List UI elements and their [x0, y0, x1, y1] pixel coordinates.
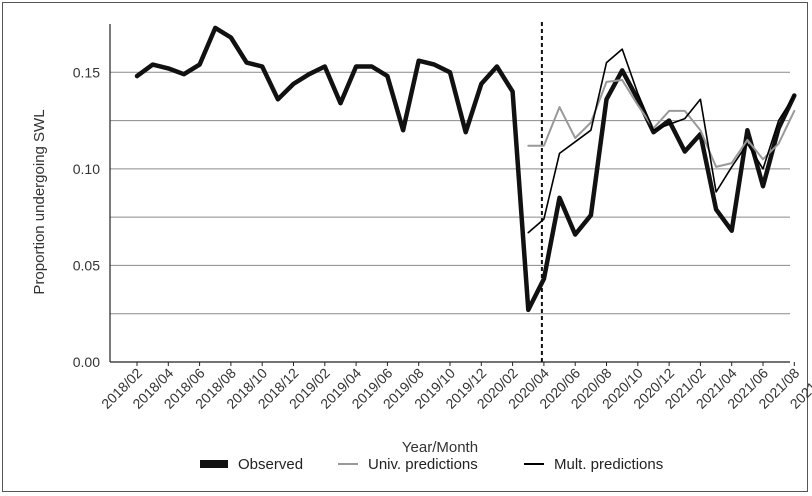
series-mult-predictions-line: [527, 48, 796, 234]
data-series: [134, 25, 797, 313]
y-axis-ticks: 0.00 0.05 0.10 0.15: [73, 64, 100, 370]
legend-label: Mult. predictions: [554, 456, 663, 473]
y-axis-title: Proportion undergoing SWL: [31, 109, 48, 294]
y-tick-label: 0.00: [73, 354, 100, 370]
x-axis-ticks: 2018/022018/042018/062018/082018/102018/…: [98, 362, 812, 412]
series-univ-predictions-line: [527, 79, 796, 168]
legend: Observed Univ. predictions Mult. predictio…: [200, 456, 663, 473]
x-axis-title: Year/Month: [402, 439, 478, 456]
legend-label: Univ. predictions: [368, 456, 478, 473]
gridlines: [110, 71, 790, 315]
series-observed-line: [134, 25, 797, 313]
y-tick-label: 0.10: [73, 161, 100, 177]
y-tick-label: 0.05: [73, 257, 100, 273]
legend-label: Observed: [238, 456, 303, 473]
y-tick-label: 0.15: [73, 64, 100, 80]
